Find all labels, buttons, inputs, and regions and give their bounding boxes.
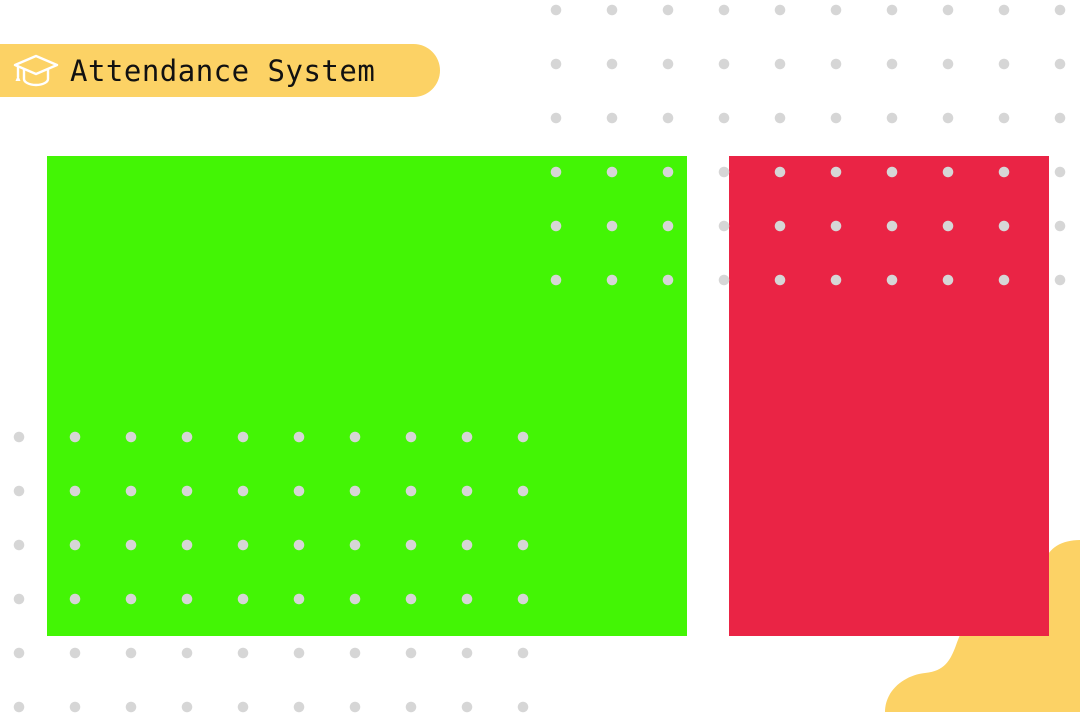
graduation-cap-icon xyxy=(12,51,60,91)
page-title: Attendance System xyxy=(70,53,376,88)
green-panel xyxy=(47,156,687,636)
title-banner: Attendance System xyxy=(0,44,440,97)
red-panel xyxy=(729,156,1049,636)
